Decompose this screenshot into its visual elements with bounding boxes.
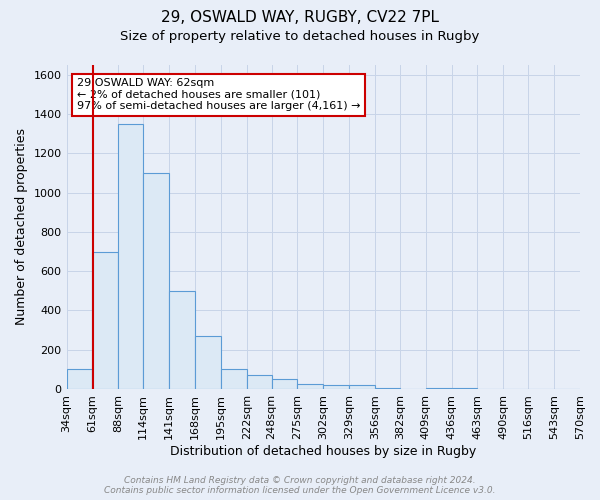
Text: Contains HM Land Registry data © Crown copyright and database right 2024.
Contai: Contains HM Land Registry data © Crown c… (104, 476, 496, 495)
Text: 29, OSWALD WAY, RUGBY, CV22 7PL: 29, OSWALD WAY, RUGBY, CV22 7PL (161, 10, 439, 25)
Bar (272, 379, 298, 389)
X-axis label: Distribution of detached houses by size in Rugby: Distribution of detached houses by size … (170, 444, 476, 458)
Bar (169, 291, 195, 389)
Bar (298, 384, 323, 389)
Y-axis label: Number of detached properties: Number of detached properties (15, 128, 28, 326)
Bar (349, 385, 375, 389)
Bar (143, 173, 169, 389)
Bar (92, 252, 118, 389)
Bar (118, 124, 143, 389)
Bar (452, 388, 478, 389)
Bar (221, 370, 247, 389)
Text: 29 OSWALD WAY: 62sqm
← 2% of detached houses are smaller (101)
97% of semi-detac: 29 OSWALD WAY: 62sqm ← 2% of detached ho… (77, 78, 361, 111)
Bar (375, 388, 400, 389)
Bar (195, 336, 221, 389)
Bar (426, 388, 452, 389)
Text: Size of property relative to detached houses in Rugby: Size of property relative to detached ho… (121, 30, 479, 43)
Bar (323, 385, 349, 389)
Bar (247, 375, 272, 389)
Bar (67, 370, 92, 389)
